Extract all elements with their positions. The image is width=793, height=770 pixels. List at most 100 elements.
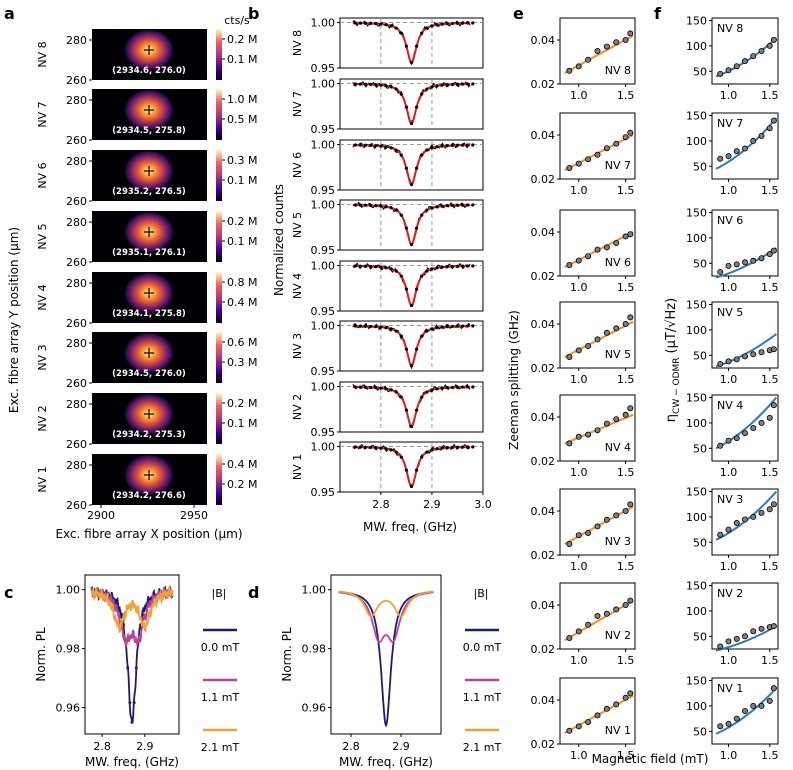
zeeman-data-point (627, 30, 634, 37)
zeeman-data-point (566, 67, 573, 74)
spectrum-data-point (440, 144, 444, 148)
spectrum-data-point (363, 82, 368, 86)
spectrum-frame (339, 381, 484, 433)
zeeman-y-tick-label: 0.02 (531, 362, 556, 375)
sensitivity-data-point (766, 251, 773, 258)
sensitivity-y-tick-label: 100 (686, 135, 707, 148)
heatmap-y-tick-label: 260 (66, 74, 87, 87)
spectrum-data-point (450, 445, 454, 450)
zeeman-data-point (575, 433, 582, 440)
measured-panel-y-tick-label: 0.96 (56, 702, 81, 715)
sensitivity-frame (711, 677, 779, 745)
sensitivity-data-point (725, 358, 732, 365)
heatmap-peak-coordinate: (2934.5, 275.8) (112, 126, 186, 136)
zeeman-data-point (622, 602, 629, 609)
zeeman-y-tick-label: 0.04 (531, 129, 556, 142)
sensitivity-data-point (717, 360, 724, 367)
spectrum-data-point (409, 121, 414, 126)
sensitivity-data-point (742, 145, 749, 152)
sensitivity-row-label: NV 5 (717, 306, 743, 319)
sensitivity-y-tick-label: 100 (686, 605, 707, 618)
heatmap-peak-coordinate: (2934.5, 276.0) (112, 369, 186, 379)
colorbar-tick-label: 0.2 M (227, 397, 257, 410)
measured-panel-data-point (130, 720, 134, 724)
measured-spectrum-trace (352, 383, 471, 428)
spectrum-data-point (471, 324, 475, 328)
zeeman-data-point (585, 530, 592, 537)
sensitivity-symbol: η (664, 414, 679, 422)
heatmap-y-tick-label: 260 (66, 377, 87, 390)
spectrum-data-point (460, 21, 465, 25)
measured-panel-data-point (121, 634, 125, 638)
spectrum-data-point (466, 203, 470, 207)
zeeman-data-point (622, 694, 629, 701)
panel-letter-c: c (4, 583, 13, 602)
measured-panel-data-point (115, 622, 119, 626)
magnetic-field-axis-label: Magnetic field (mT) (592, 752, 709, 766)
measured-spectrum-trace (352, 142, 471, 185)
heatmap-row-label: NV 7 (36, 101, 49, 127)
zeeman-data-point (566, 440, 573, 447)
sensitivity-data-point (725, 720, 732, 727)
spectrum-data-point (384, 387, 388, 391)
measured-spectrum-trace (352, 322, 471, 370)
spectrum-data-point (450, 82, 454, 87)
spectrum-data-point (374, 144, 378, 148)
spectrum-data-point (415, 287, 419, 291)
zeeman-data-point (622, 37, 629, 44)
spectrum-data-point (430, 206, 434, 210)
spectrum-data-point (379, 386, 383, 390)
spectrum-y-tick-label: 0.95 (311, 244, 336, 257)
zeeman-data-point (594, 151, 601, 158)
spectrum-data-point (394, 390, 398, 394)
spectrum-data-point (409, 242, 414, 247)
lorentzian-fit-curve (352, 144, 471, 186)
measured-panel-y-axis-label: Norm. PL (34, 627, 48, 682)
spectrum-data-point (425, 208, 429, 212)
sensitivity-frame (711, 112, 779, 180)
sensitivity-x-tick-label: 1.0 (720, 373, 738, 386)
spectrum-data-point (389, 448, 393, 452)
zeeman-y-tick-label: 0.02 (531, 173, 556, 186)
sensitivity-y-tick-label: 100 (686, 511, 707, 524)
spectrum-frame (339, 441, 484, 493)
zeeman-x-tick-label: 1.5 (617, 466, 635, 479)
heatmap-y-tick-label: 260 (66, 134, 87, 147)
spectrum-data-point (358, 264, 363, 268)
spectrum-data-point (455, 264, 460, 268)
spectrum-data-point (420, 334, 424, 338)
sensitivity-data-point (770, 402, 777, 409)
zeeman-data-point (575, 347, 582, 354)
zeeman-x-tick-label: 1.5 (617, 184, 635, 197)
spectrum-frame (339, 17, 484, 69)
spectrum-data-point (435, 205, 439, 209)
sensitivity-y-axis-label: ηCW − ODMR (μT/√Hz) (664, 298, 682, 422)
spectrum-data-point (399, 455, 403, 459)
zeeman-data-point (566, 261, 573, 268)
spectrum-data-point (471, 264, 475, 268)
sensitivity-y-tick-label: 100 (686, 700, 707, 713)
heatmap-row-label: NV 5 (36, 223, 49, 249)
spectrum-row-label: NV 3 (291, 333, 304, 359)
measured-panel-data-point (107, 599, 110, 603)
colorbar-tick-label: 0.6 M (227, 336, 257, 349)
zeeman-data-point (585, 431, 592, 438)
measured-panel-y-tick-label: 0.98 (56, 643, 81, 656)
spectrum-data-point (369, 324, 373, 329)
sensitivity-x-tick-label: 1.0 (720, 281, 738, 294)
sensitivity-data-point (758, 625, 765, 632)
spectrum-data-point (369, 82, 373, 87)
sensitivity-y-tick-label: 100 (686, 324, 707, 337)
zeeman-row-label: NV 3 (605, 535, 631, 548)
spectrum-data-point (440, 83, 444, 87)
measured-spectrum-trace (352, 201, 471, 247)
spectrum-data-point (389, 267, 393, 271)
colorbar-unit-label: cts/s (224, 14, 250, 27)
spectrum-data-point (430, 448, 434, 452)
sensitivity-data-point (742, 430, 749, 437)
sensitivity-x-tick-label: 1.5 (761, 373, 779, 386)
zeeman-data-point (613, 39, 620, 46)
zeeman-data-point (585, 156, 592, 163)
zeeman-data-point (594, 523, 601, 530)
zeeman-x-tick-label: 1.0 (570, 654, 588, 667)
